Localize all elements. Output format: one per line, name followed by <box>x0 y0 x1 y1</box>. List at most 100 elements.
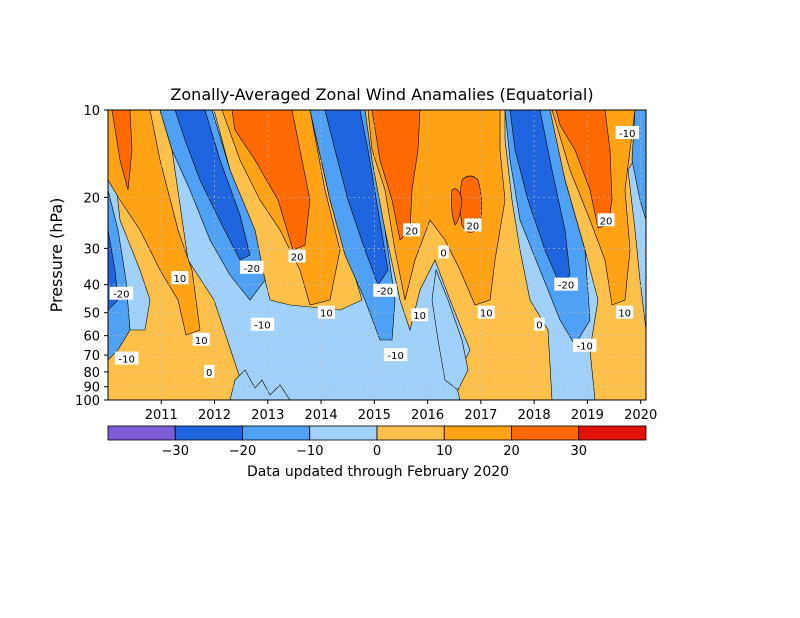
contour-label: -10 <box>577 342 593 353</box>
contour-label-bg <box>554 277 578 291</box>
y-tick-label: 10 <box>83 104 100 119</box>
x-ticks: 2011 2012 2013 2014 2015 2016 2017 2018 2019 2020 <box>145 400 657 423</box>
colorbar-bin <box>443 425 512 441</box>
east-0-1 <box>431 268 469 391</box>
contour-label-bg <box>203 364 215 378</box>
contour-label-bg <box>114 351 139 365</box>
contour-label: 10 <box>480 309 493 320</box>
contour-label-bg <box>572 338 597 352</box>
colorbar-tick-label: −10 <box>296 444 323 459</box>
contour-label: 20 <box>467 221 480 232</box>
colorbar-tick-label: −30 <box>162 444 189 459</box>
contour-label: 0 <box>536 321 542 332</box>
x-tick-label: 2020 <box>624 408 657 423</box>
x-tick-label: 2015 <box>358 408 391 423</box>
colorbar-tick-label: 0 <box>373 444 381 459</box>
contour-label-bg <box>288 249 306 263</box>
contour-label-bg <box>403 223 421 237</box>
colorbar-tick-label: 10 <box>436 444 453 459</box>
contour-label-bg <box>597 213 615 227</box>
colorbar-bin <box>242 425 311 441</box>
contour-label-bg <box>616 305 634 319</box>
contour-label: 20 <box>291 252 304 263</box>
y-tick-label: 90 <box>83 381 100 396</box>
contour-label-bg <box>373 283 397 297</box>
chart-title: Zonally-Averaged Zonal Wind Anamalies (E… <box>170 85 593 104</box>
x-tick-label: 2011 <box>145 408 178 423</box>
contour-label-bg <box>192 332 210 346</box>
contour-label: 0 <box>440 248 446 259</box>
x-tick-label: 2019 <box>571 408 604 423</box>
colorbar-bin <box>309 425 378 441</box>
colorbar-bin <box>376 425 445 441</box>
contour-label-bg <box>438 245 449 259</box>
contour-label-bg <box>250 317 275 331</box>
plot-frame <box>107 109 647 401</box>
x-tick-label: 2018 <box>518 408 551 423</box>
contour-label: 10 <box>195 336 208 347</box>
footer-note: Data updated through February 2020 <box>247 464 509 480</box>
east-20-2 <box>174 110 251 261</box>
colorbar <box>107 425 647 441</box>
x-tick-label: 2017 <box>464 408 497 423</box>
west-20-1 <box>111 110 133 191</box>
contour-label-bg <box>411 308 429 322</box>
contour-label: 10 <box>174 274 187 285</box>
contour-label-bg <box>317 305 335 319</box>
west-20-2 <box>231 110 311 251</box>
contour-label-bg <box>171 271 189 285</box>
y-tick-label: 40 <box>83 279 100 294</box>
colorbar-bin <box>174 425 243 441</box>
contour-label: -20 <box>113 290 129 301</box>
colorbar-bin <box>107 425 176 441</box>
contour-label: -10 <box>254 321 270 332</box>
contour-label-bg <box>615 125 640 139</box>
east-10-3 <box>309 110 396 341</box>
contour-label: 20 <box>405 226 418 237</box>
x-tick-label: 2013 <box>251 408 284 423</box>
colorbar-ticks: −30 −20 −10 0 10 20 30 <box>162 444 587 459</box>
contour-label: -20 <box>558 281 574 292</box>
west-20-6 <box>555 110 613 229</box>
colorbar-tick-label: 30 <box>570 444 587 459</box>
contour-label: -10 <box>619 129 635 140</box>
y-tick-label: 70 <box>83 349 100 364</box>
y-tick-label: 80 <box>83 366 100 381</box>
contour-label-bg <box>534 317 545 331</box>
contour-label: -10 <box>118 355 134 366</box>
y-tick-label: 100 <box>75 394 100 409</box>
contour-label: 10 <box>413 311 426 322</box>
contour-label: 10 <box>618 309 631 320</box>
colorbar-bin <box>511 425 580 441</box>
contour-label-bg <box>240 260 264 274</box>
east-0-2 <box>229 369 291 400</box>
west-20-5 <box>451 188 463 226</box>
east-10-1 <box>108 189 131 361</box>
grid-lines <box>108 110 646 400</box>
x-tick-label: 2016 <box>411 408 444 423</box>
contour-label: 20 <box>600 216 613 227</box>
colorbar-tick-label: 20 <box>503 444 520 459</box>
x-tick-label: 2014 <box>305 408 338 423</box>
contour-label-bg <box>109 286 134 300</box>
contour-label: -20 <box>244 264 260 275</box>
contour-label-bg <box>464 218 482 232</box>
contour-label-bg <box>383 348 408 362</box>
y-axis-label: Pressure (hPa) <box>47 198 66 313</box>
y-tick-label: 50 <box>83 307 100 322</box>
colorbar-tick-label: −20 <box>229 444 256 459</box>
east-20-3 <box>324 110 389 286</box>
contour-label-bg <box>477 305 495 319</box>
y-tick-label: 60 <box>83 330 100 345</box>
contour-labels: -20 -10 10 10 0 -20 -10 20 10 -20 -10 20 10 0 20 10 0 -20… <box>109 125 640 379</box>
contour-label: 10 <box>320 309 333 320</box>
y-tick-label: 30 <box>83 242 100 257</box>
contour-label: -10 <box>387 351 403 362</box>
colorbar-bin <box>578 425 647 441</box>
contour-label: 0 <box>206 368 212 379</box>
y-tick-label: 20 <box>83 191 100 206</box>
contour-label: -20 <box>377 287 393 298</box>
